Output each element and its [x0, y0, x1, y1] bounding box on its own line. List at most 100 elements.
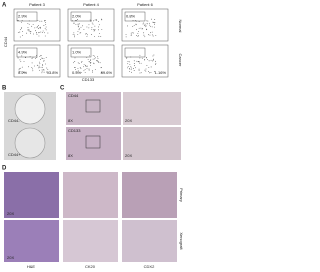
panel-label: A [2, 3, 7, 9]
event-dot [87, 59, 89, 60]
ihc-image [63, 220, 118, 262]
event-dot [42, 60, 44, 62]
event-dot [30, 31, 32, 33]
event-dot [90, 64, 91, 66]
image-label: CD44+ [8, 152, 21, 157]
event-dot [94, 25, 96, 27]
event-dot [17, 20, 19, 21]
event-dot [20, 21, 22, 23]
event-dot [19, 71, 21, 73]
event-dot [45, 24, 47, 26]
event-dot [74, 36, 75, 38]
x-axis-label: CD133 [82, 77, 95, 82]
event-dot [21, 66, 23, 68]
event-dot [127, 65, 129, 67]
event-dot [130, 66, 132, 68]
event-dot [152, 21, 154, 23]
magnification: 20X [125, 118, 132, 123]
event-dot [135, 67, 136, 69]
event-dot [44, 20, 46, 22]
event-dot [149, 72, 151, 74]
event-dot [28, 28, 30, 30]
event-dot [23, 61, 25, 62]
event-dot [139, 62, 140, 64]
event-dot [143, 32, 145, 34]
event-dot [45, 63, 46, 65]
ihc-image [123, 127, 181, 160]
event-dot [21, 27, 22, 29]
event-dot [77, 68, 79, 70]
event-dot [152, 35, 154, 37]
event-dot [98, 24, 100, 26]
event-dot [94, 19, 96, 21]
marker-label: CD44 [68, 93, 79, 98]
event-dot [131, 67, 132, 69]
event-dot [145, 26, 147, 28]
event-dot [80, 72, 82, 73]
row-label: Cancer [178, 54, 183, 68]
event-dot [130, 34, 132, 36]
event-dot [44, 35, 46, 37]
event-dot [142, 27, 144, 29]
event-dot [77, 30, 79, 32]
magnification: 20X [7, 255, 14, 260]
row-label: Primary [179, 188, 184, 202]
event-dot [92, 70, 93, 72]
event-dot [30, 33, 32, 34]
figure: A CD44 CD133 Normal Cancer B CD44- CD44+… [2, 2, 184, 269]
event-dot [31, 62, 33, 64]
gate [124, 47, 146, 58]
event-dot [148, 67, 150, 68]
event-dot [100, 36, 102, 37]
event-dot [146, 29, 148, 31]
ihc-image [63, 172, 118, 218]
event-dot [97, 60, 99, 62]
ihc-image [66, 127, 121, 160]
panel-label: D [2, 166, 7, 172]
event-dot [19, 31, 21, 33]
event-dot [133, 60, 135, 62]
event-dot [93, 55, 95, 57]
event-dot [98, 35, 100, 37]
event-dot [150, 18, 152, 20]
event-dot [38, 61, 40, 63]
event-dot [18, 68, 20, 70]
event-dot [144, 23, 146, 25]
event-dot [84, 69, 86, 70]
y-axis-label: CD44 [3, 36, 8, 47]
event-dot [147, 20, 149, 22]
event-dot [81, 61, 83, 62]
event-dot [91, 27, 93, 29]
event-dot [40, 59, 42, 60]
event-dot [29, 31, 31, 33]
stain-label: H&E [27, 264, 36, 269]
gate [16, 11, 38, 22]
event-dot [77, 19, 79, 20]
event-dot [95, 19, 97, 20]
event-dot [41, 20, 43, 22]
event-dot [152, 60, 154, 62]
event-dot [40, 31, 42, 33]
event-dot [32, 24, 34, 25]
event-dot [135, 23, 137, 25]
gate-percentage: 0.8% [126, 14, 136, 19]
event-dot [32, 68, 33, 70]
event-dot [97, 57, 99, 59]
event-dot [101, 71, 103, 73]
event-dot [27, 29, 29, 31]
event-dot [77, 23, 79, 25]
gate-percentage: 0.5% [72, 70, 82, 75]
event-dot [95, 60, 97, 62]
event-dot [90, 62, 92, 64]
gate-percentage: 1.16% [155, 70, 167, 75]
event-dot [139, 57, 141, 59]
event-dot [18, 69, 20, 71]
event-dot [143, 22, 145, 24]
event-dot [129, 63, 131, 65]
event-dot [74, 61, 76, 62]
event-dot [21, 55, 23, 57]
event-dot [138, 61, 140, 63]
event-dot [152, 59, 154, 61]
event-dot [98, 62, 100, 63]
event-dot [19, 59, 21, 61]
